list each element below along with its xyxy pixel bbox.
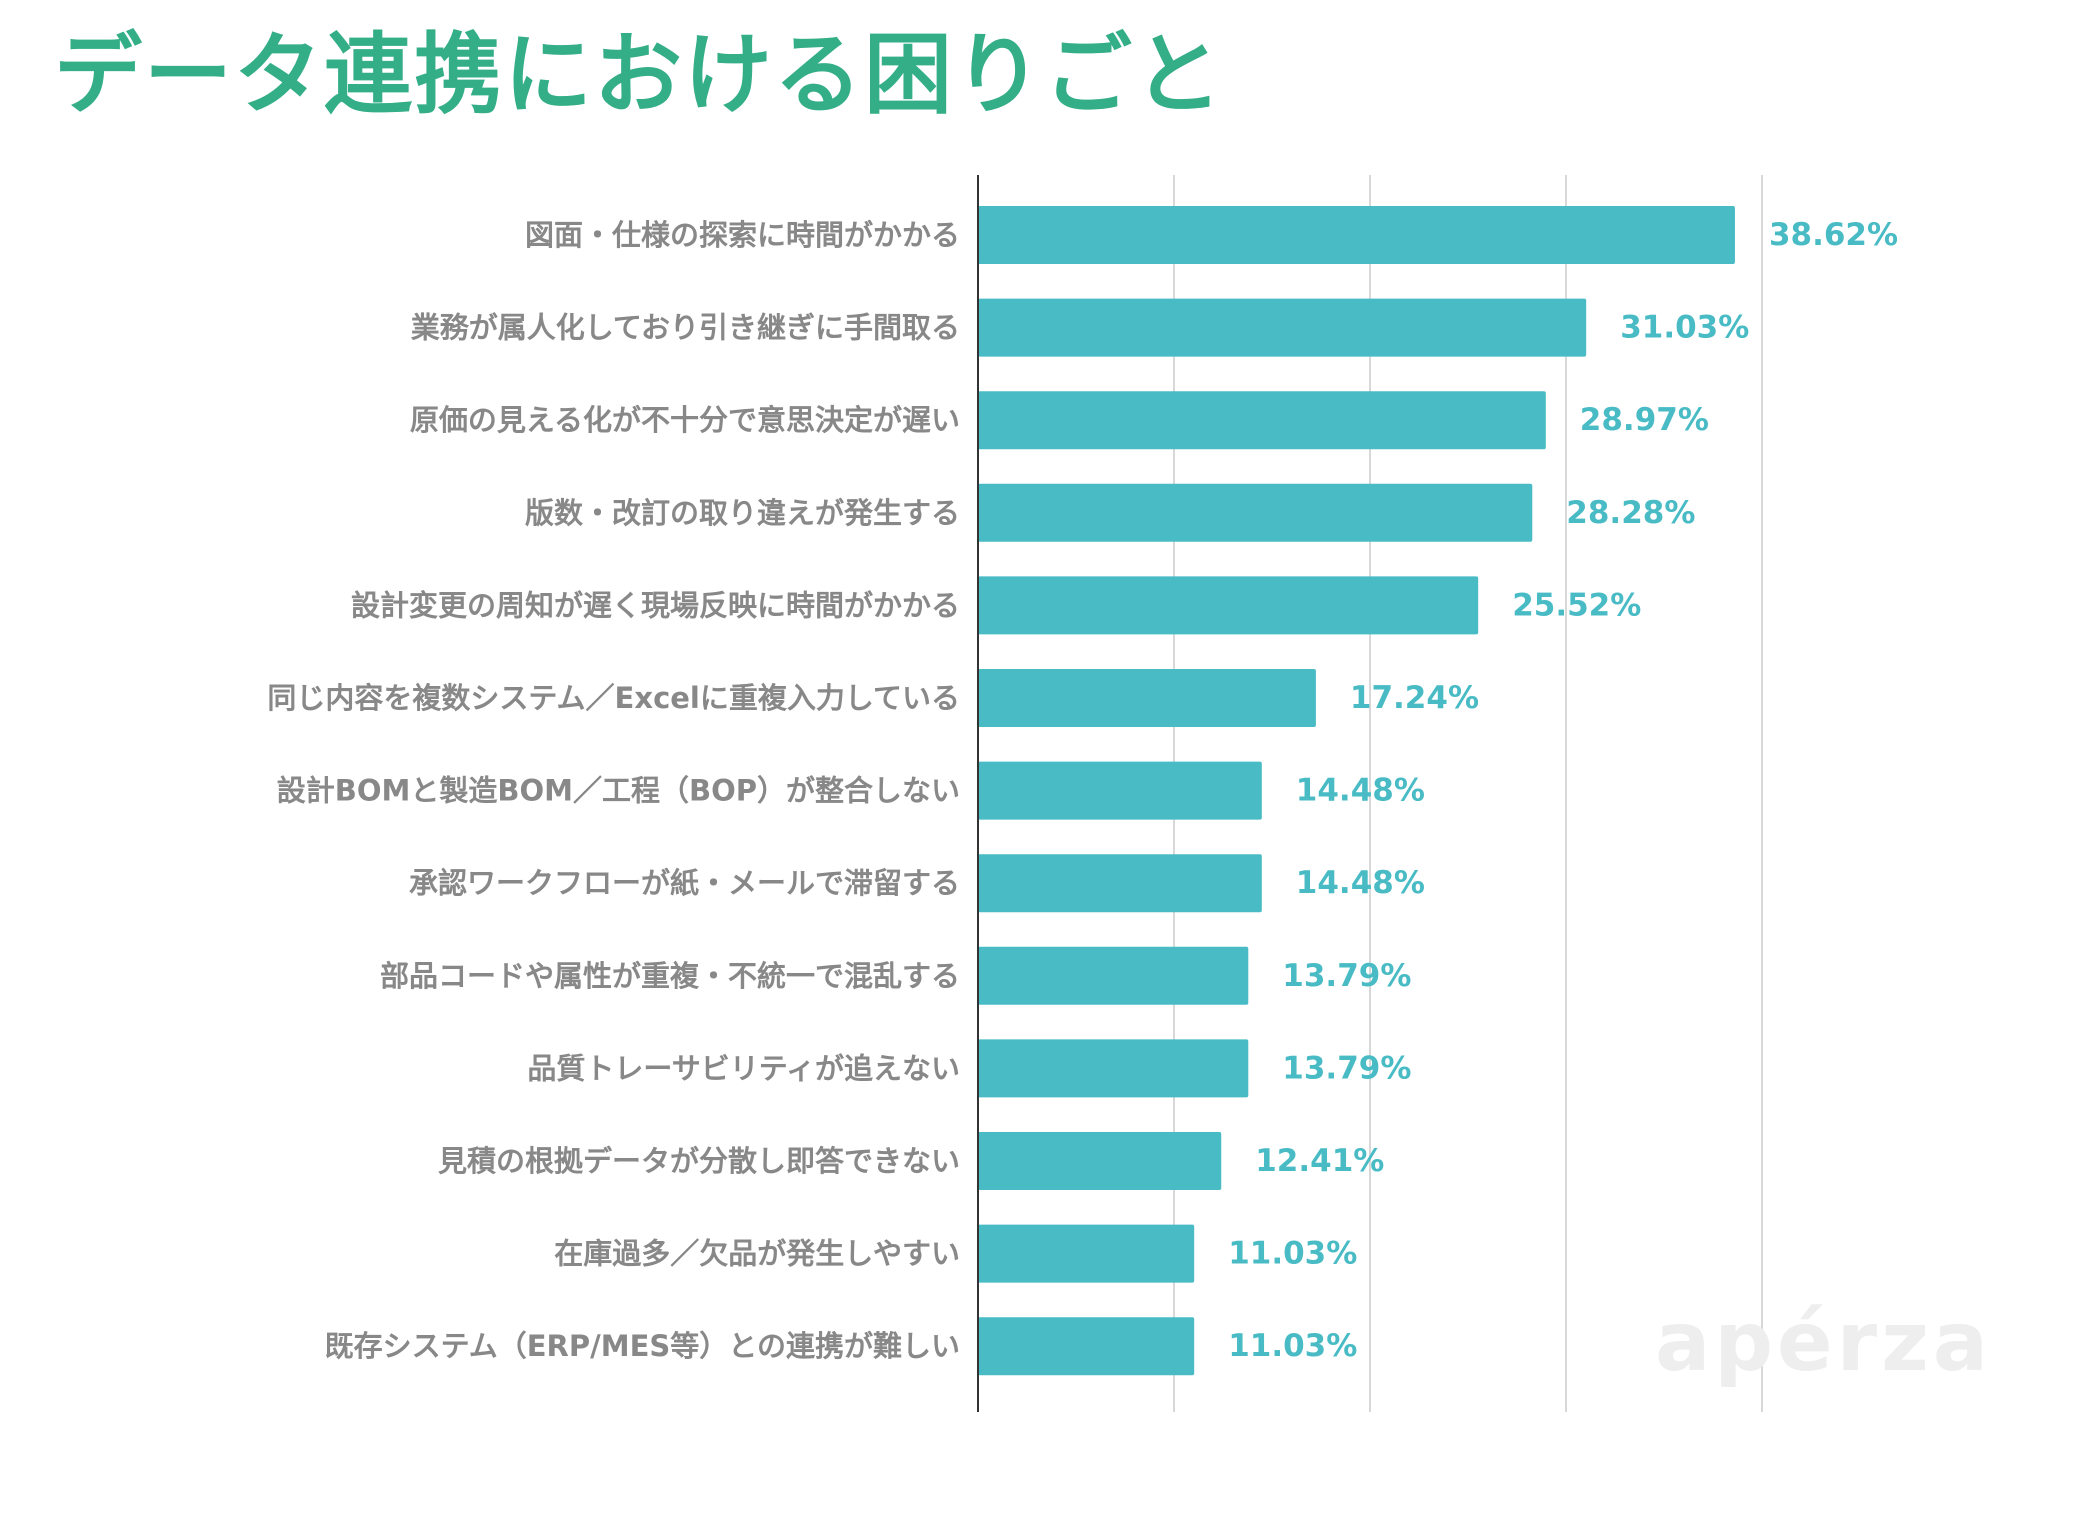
bar	[978, 483, 1533, 542]
value-label: 25.52%	[1512, 587, 1641, 623]
value-label: 14.48%	[1296, 865, 1425, 901]
bar	[978, 1132, 1222, 1190]
category-label: 設計BOMと製造BOM／工程（BOP）が整合しない	[277, 774, 960, 808]
category-labels: 図面・仕様の探索に時間がかかる業務が属人化しており引き継ぎに手間取る原価の見える…	[267, 218, 960, 1363]
value-label: 11.03%	[1228, 1328, 1357, 1364]
value-label: 17.24%	[1350, 680, 1479, 716]
category-label: 同じ内容を複数システム／Excelに重複入力している	[267, 681, 960, 715]
chart-title: データ連携における困りごと	[54, 23, 1225, 126]
category-label: 設計変更の周知が遅く現場反映に時間がかかる	[351, 588, 960, 622]
bar	[978, 1317, 1195, 1376]
bar	[978, 854, 1262, 913]
category-label: 承認ワークフローが紙・メールで滞留する	[409, 866, 960, 900]
category-label: 原価の見える化が不十分で意思決定が遅い	[410, 403, 960, 437]
bar	[978, 206, 1735, 264]
value-label: 11.03%	[1228, 1236, 1357, 1272]
category-label: 図面・仕様の探索に時間がかかる	[525, 218, 960, 252]
value-labels: 38.62% 31.03% 28.97% 28.28% 25.52% 17.24% 14.4…	[1228, 217, 1898, 1364]
bars	[978, 206, 1735, 1376]
category-label: 見積の根拠データが分散し即答できない	[438, 1144, 960, 1178]
category-label: 既存システム（ERP/MES等）との連携が難しい	[325, 1329, 960, 1363]
bar	[978, 1039, 1249, 1098]
aperza-logo-watermark: apérza	[1655, 1295, 1993, 1390]
bar	[978, 669, 1316, 727]
value-label: 28.28%	[1566, 495, 1695, 531]
category-label: 部品コードや属性が重複・不統一で混乱する	[380, 959, 960, 993]
bar	[978, 946, 1249, 1005]
bar	[978, 391, 1546, 450]
value-label: 28.97%	[1580, 402, 1709, 438]
value-label: 38.62%	[1769, 217, 1898, 253]
value-label: 31.03%	[1620, 310, 1749, 346]
bar	[978, 761, 1262, 820]
category-label: 業務が属人化しており引き継ぎに手間取る	[411, 311, 960, 345]
value-label: 12.41%	[1255, 1143, 1384, 1179]
value-label: 13.79%	[1282, 958, 1411, 994]
value-label: 13.79%	[1282, 1050, 1411, 1086]
bar	[978, 298, 1587, 357]
category-label: 在庫過多／欠品が発生しやすい	[554, 1237, 960, 1271]
category-label: 品質トレーサビリティが追えない	[527, 1051, 960, 1085]
bar	[978, 576, 1479, 635]
value-label: 14.48%	[1296, 773, 1425, 809]
gridlines	[1173, 175, 1763, 1412]
bar	[978, 1224, 1195, 1283]
category-label: 版数・改訂の取り違えが発生する	[525, 496, 960, 530]
